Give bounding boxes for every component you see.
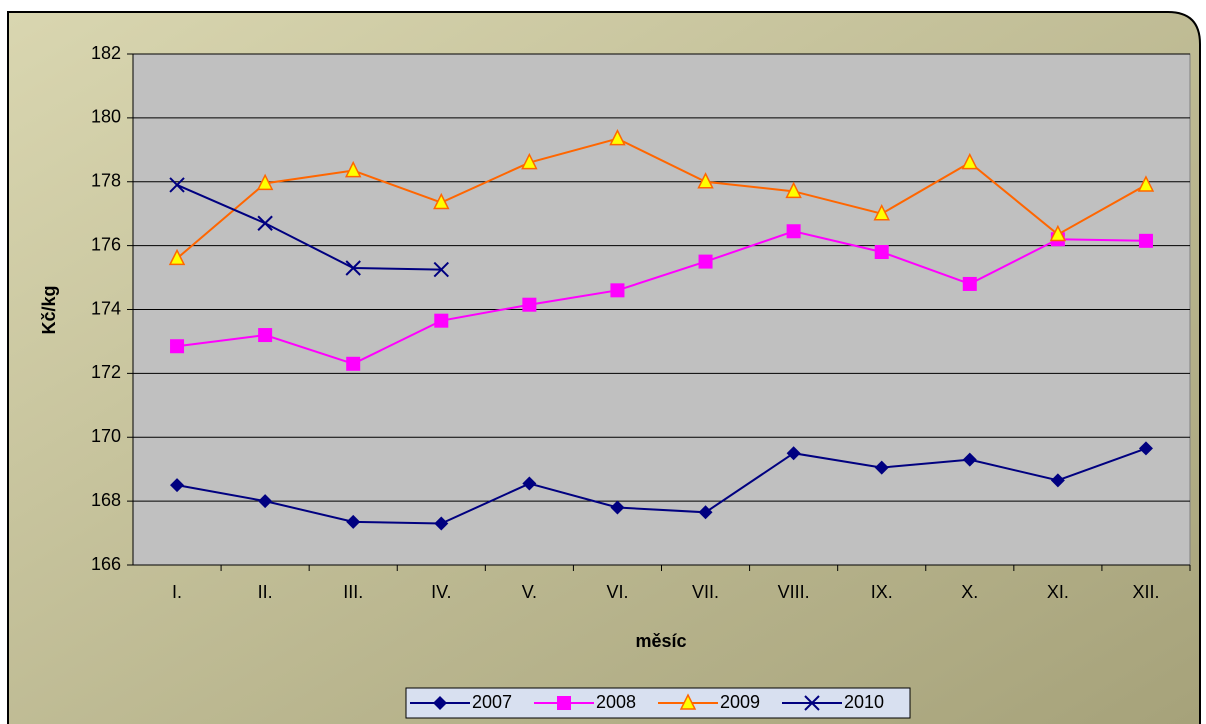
series-line [176,447,1147,525]
marker [1050,473,1065,488]
y-tick-label: 180 [91,107,121,127]
legend-label: 2010 [844,692,884,712]
marker [804,695,820,711]
legend-label: 2008 [596,692,636,712]
marker [168,248,186,266]
marker [962,276,977,291]
marker [874,245,889,260]
x-tick-label: VI. [606,582,628,602]
marker [258,494,273,509]
marker [1138,441,1153,456]
marker [610,500,625,515]
marker [679,693,697,710]
marker [345,260,361,276]
x-tick-label: XII. [1132,582,1159,602]
y-tick-label: 170 [91,426,121,446]
y-tick-label: 176 [91,234,121,254]
marker [786,224,801,239]
marker [433,192,450,210]
x-tick-label: VIII. [778,582,810,602]
marker [346,514,361,529]
marker [433,696,447,710]
marker [170,339,185,354]
x-tick-label: V. [522,582,537,602]
marker [1049,224,1067,242]
marker [522,297,537,312]
x-tick-label: XI. [1047,582,1069,602]
marker [698,254,713,269]
y-tick-label: 178 [91,171,121,191]
y-tick-label: 172 [91,362,121,382]
marker [257,215,273,231]
marker [609,128,626,146]
marker [874,460,889,475]
x-tick-label: IX. [871,582,893,602]
marker [344,160,362,178]
x-axis-title: měsíc [635,631,686,651]
marker [258,328,273,343]
y-axis-title: Kč/kg [39,285,59,334]
marker [962,452,977,467]
marker [434,516,449,531]
marker [521,152,538,170]
marker [170,478,185,493]
marker [873,204,890,221]
marker [610,283,625,298]
y-tick-label: 168 [91,490,121,510]
y-tick-label: 166 [91,554,121,574]
x-tick-label: IV. [431,582,451,602]
y-tick-label: 174 [91,298,121,318]
x-tick-label: I. [172,582,182,602]
marker [557,696,571,710]
marker [256,173,274,191]
marker [785,181,802,199]
marker [961,152,979,170]
x-tick-label: II. [258,582,273,602]
marker [698,505,713,520]
marker [786,446,801,461]
legend-label: 2007 [472,692,512,712]
marker [434,313,449,328]
marker [1138,233,1153,248]
marker [522,476,537,491]
x-tick-label: III. [343,582,363,602]
marker [169,177,185,193]
y-tick-label: 182 [91,43,121,63]
legend-label: 2009 [720,692,760,712]
marker [697,172,714,189]
series-line [176,230,1146,365]
marker [433,261,449,278]
marker [346,356,361,371]
x-tick-label: VII. [692,582,719,602]
x-tick-label: X. [961,582,978,602]
series-line [176,137,1147,260]
marker [1137,175,1155,192]
series-line [176,184,442,271]
